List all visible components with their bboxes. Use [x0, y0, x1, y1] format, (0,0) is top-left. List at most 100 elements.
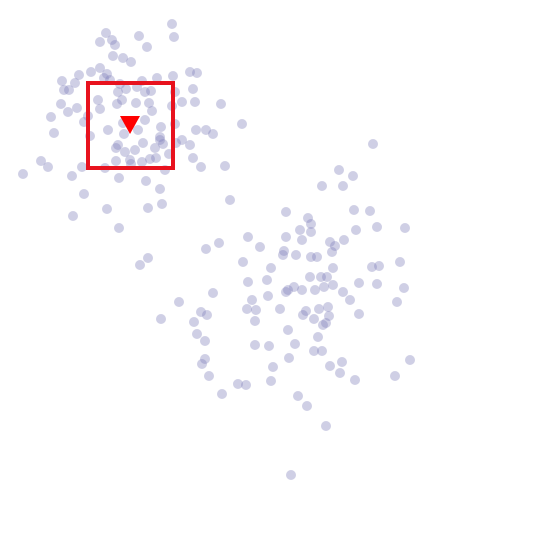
dot	[290, 339, 300, 349]
dot	[56, 99, 66, 109]
dot	[151, 153, 161, 163]
dot	[251, 305, 261, 315]
dot	[147, 106, 157, 116]
dot	[334, 165, 344, 175]
dot	[200, 336, 210, 346]
dot	[140, 115, 150, 125]
dot	[395, 257, 405, 267]
dot	[317, 181, 327, 191]
dot	[351, 225, 361, 235]
dot	[319, 282, 329, 292]
dot	[168, 71, 178, 81]
dot	[208, 129, 218, 139]
dot	[281, 232, 291, 242]
dot	[204, 371, 214, 381]
dot	[286, 470, 296, 480]
dot	[297, 235, 307, 245]
dot	[372, 222, 382, 232]
dot	[138, 138, 148, 148]
dot	[133, 125, 143, 135]
dot	[72, 103, 82, 113]
dot	[114, 173, 124, 183]
dot	[392, 297, 402, 307]
dot	[328, 280, 338, 290]
dot	[131, 98, 141, 108]
dot	[134, 31, 144, 41]
dot	[348, 171, 358, 181]
dot	[295, 225, 305, 235]
dot	[140, 87, 150, 97]
dot	[191, 125, 201, 135]
dot	[110, 40, 120, 50]
dot	[126, 57, 136, 67]
dot	[354, 309, 364, 319]
dot	[142, 42, 152, 52]
dot	[335, 368, 345, 378]
dot	[208, 288, 218, 298]
dot	[189, 317, 199, 327]
dot	[125, 155, 135, 165]
dot	[102, 69, 112, 79]
dot	[143, 203, 153, 213]
dot	[111, 156, 121, 166]
dot	[323, 302, 333, 312]
dot	[43, 162, 53, 172]
dot	[372, 279, 382, 289]
dot	[306, 227, 316, 237]
dot	[201, 244, 211, 254]
dot	[202, 310, 212, 320]
dot	[310, 285, 320, 295]
dot	[177, 97, 187, 107]
dot	[18, 169, 28, 179]
dot	[337, 357, 347, 367]
dot	[220, 161, 230, 171]
dot	[281, 207, 291, 217]
dot	[143, 253, 153, 263]
dot	[283, 325, 293, 335]
dot	[250, 316, 260, 326]
dot	[63, 107, 73, 117]
dot	[135, 260, 145, 270]
dot	[350, 375, 360, 385]
dot	[354, 278, 364, 288]
dot	[305, 272, 315, 282]
dot	[79, 189, 89, 199]
dot	[247, 295, 257, 305]
dot	[57, 76, 67, 86]
dot	[217, 389, 227, 399]
dot	[262, 275, 272, 285]
dot	[390, 371, 400, 381]
dot	[108, 51, 118, 61]
dot	[49, 128, 59, 138]
dot	[297, 285, 307, 295]
dot	[243, 232, 253, 242]
dot	[216, 99, 226, 109]
dot	[95, 104, 105, 114]
dot	[157, 199, 167, 209]
dot	[338, 181, 348, 191]
dot	[328, 263, 338, 273]
dot	[368, 139, 378, 149]
dot	[95, 37, 105, 47]
dot	[238, 257, 248, 267]
dot	[400, 223, 410, 233]
dot	[317, 346, 327, 356]
dot	[374, 261, 384, 271]
dot	[266, 263, 276, 273]
dot	[156, 314, 166, 324]
dot	[114, 223, 124, 233]
dot	[103, 125, 113, 135]
dot	[338, 287, 348, 297]
dot	[169, 32, 179, 42]
dot	[243, 277, 253, 287]
dot	[192, 68, 202, 78]
dot	[188, 84, 198, 94]
dot	[70, 78, 80, 88]
dot	[309, 314, 319, 324]
dot	[237, 119, 247, 129]
dot	[255, 242, 265, 252]
dot	[156, 122, 166, 132]
dot	[345, 295, 355, 305]
dot	[102, 204, 112, 214]
